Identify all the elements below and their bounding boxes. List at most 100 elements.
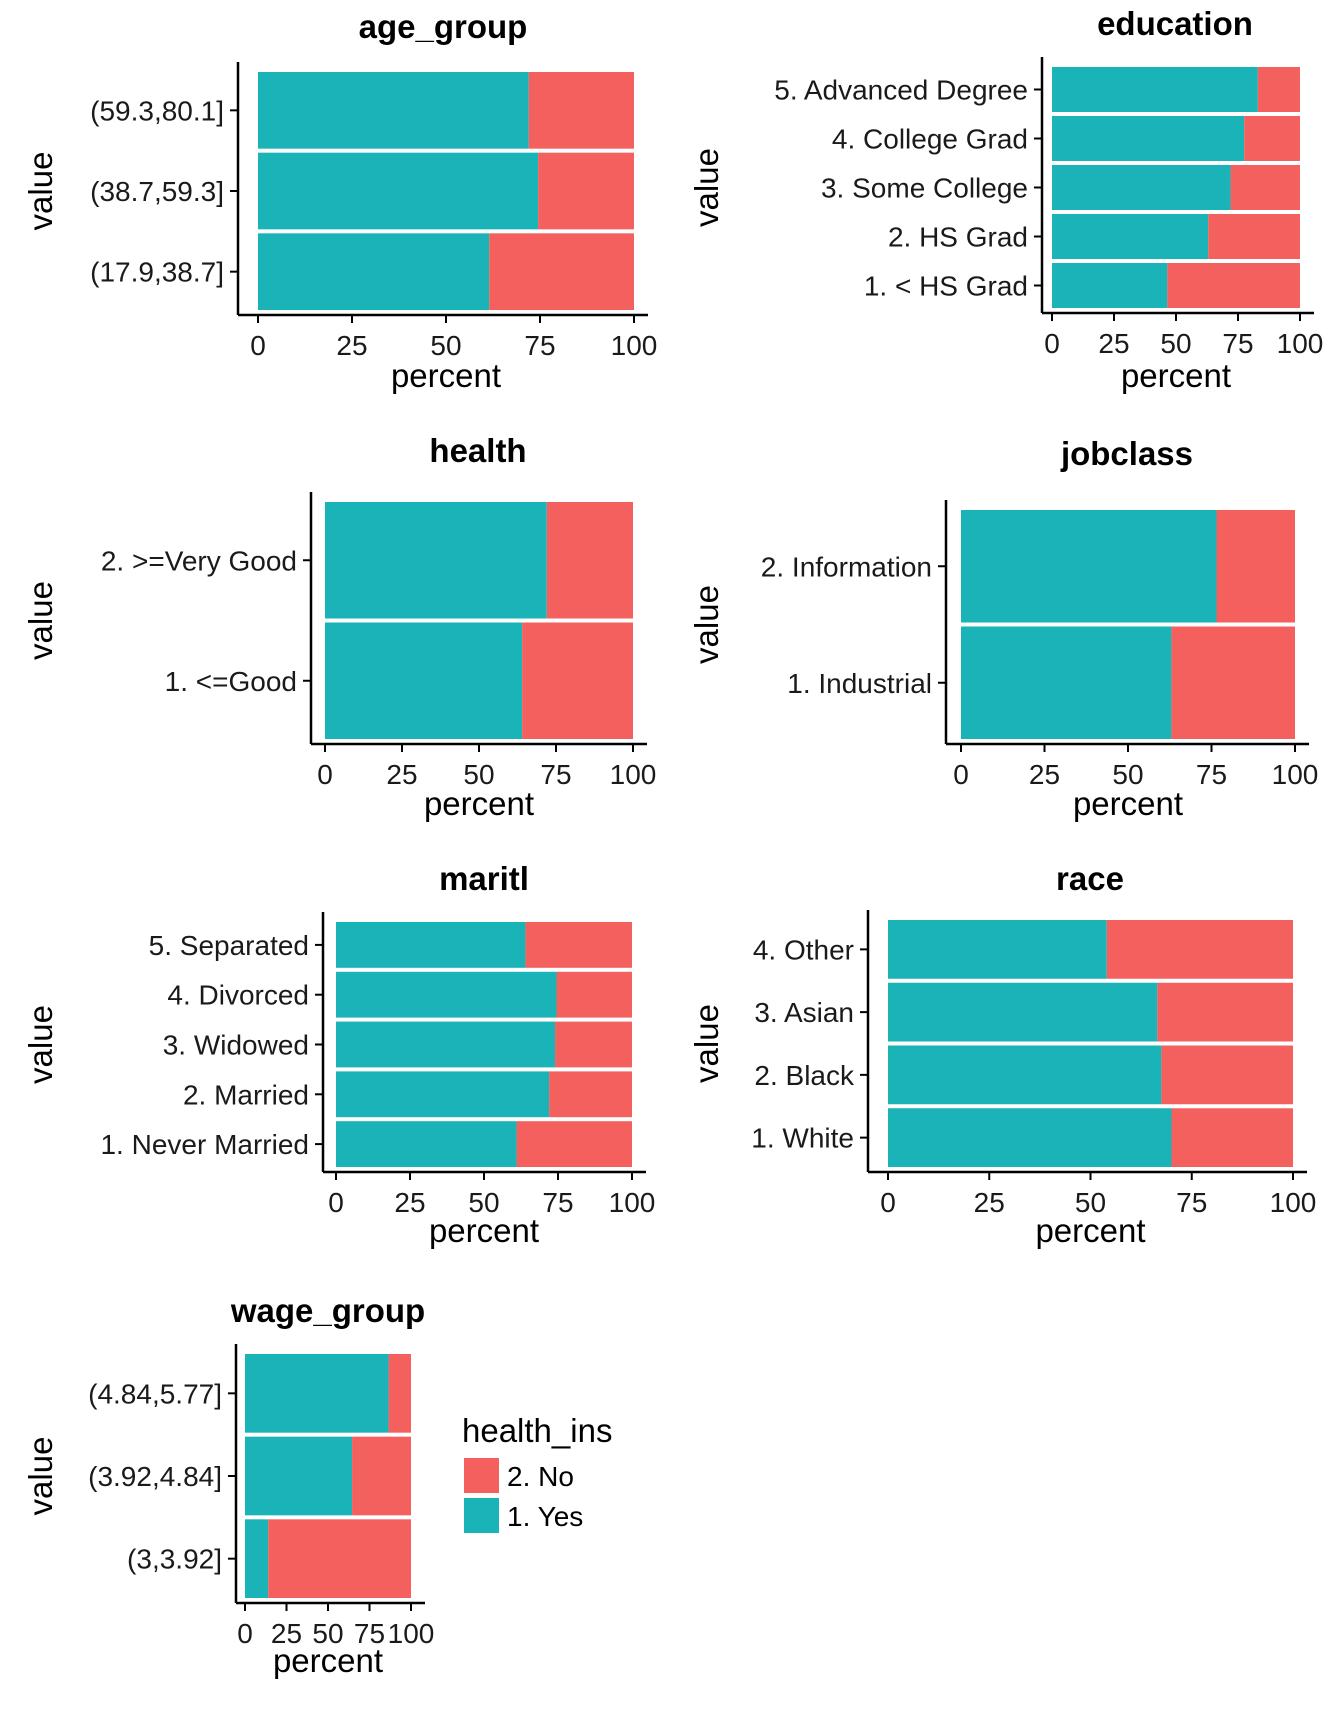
x-tick-label: 75 [1176,1187,1207,1218]
x-axis-title: percent [1121,357,1231,394]
legend-label-yes: 1. Yes [507,1501,583,1532]
bar-segment-no [1216,510,1295,623]
bar-segment-no [1244,116,1300,161]
bar-segment-yes [258,233,490,310]
y-tick-label: 4. Other [753,934,854,965]
bar-segment-no [1230,165,1300,210]
bar-segment-no [1106,920,1293,979]
bar-segment-no [556,971,632,1018]
y-tick-label: 3. Widowed [163,1030,309,1061]
bar-segment-no [549,1071,632,1118]
x-tick-label: 100 [1277,328,1324,359]
bar-segment-yes [336,922,526,968]
legend-title: health_ins [462,1412,612,1449]
x-tick-label: 75 [524,330,555,361]
x-tick-label: 100 [610,759,657,790]
bar-segment-yes [245,1436,353,1516]
x-tick-label: 75 [542,1187,573,1218]
x-tick-label: 0 [237,1618,253,1649]
bar-segment-yes [1052,214,1209,259]
bar-segment-no [268,1519,411,1598]
y-tick-label: 2. Black [754,1060,855,1091]
y-tick-label: (38.7,59.3] [90,176,224,207]
y-tick-label: 2. HS Grad [888,222,1028,253]
x-tick-label: 75 [540,759,571,790]
x-axis-title: percent [391,357,501,394]
x-tick-label: 25 [271,1618,302,1649]
x-tick-label: 50 [468,1187,499,1218]
bar-segment-yes [258,72,529,149]
x-tick-label: 0 [317,759,333,790]
y-tick-label: 4. College Grad [832,124,1028,155]
legend-label-no: 2. No [507,1461,574,1492]
bar-segment-no [388,1354,411,1433]
y-tick-label: 1. White [751,1123,854,1154]
y-axis-title: value [22,581,59,660]
x-tick-label: 0 [250,330,266,361]
panel-title: race [1056,860,1124,897]
x-tick-label: 50 [1160,328,1191,359]
x-axis-title: percent [1035,1212,1145,1249]
x-axis-title: percent [1073,785,1183,822]
x-tick-label: 25 [336,330,367,361]
bar-segment-no [1161,1045,1293,1105]
bar-segment-no [352,1436,411,1516]
bar-segment-yes [1052,165,1231,210]
x-tick-label: 25 [386,759,417,790]
y-tick-label: 2. >=Very Good [101,545,297,576]
panel-title: health [429,432,526,469]
bar-segment-yes [336,971,557,1018]
bar-segment-no [1257,67,1300,112]
bar-segment-yes [245,1519,269,1598]
x-tick-label: 0 [1044,328,1060,359]
x-axis-title: percent [429,1212,539,1249]
bar-segment-no [538,152,634,230]
bar-segment-no [489,233,634,310]
x-axis-title: percent [273,1642,383,1679]
bar-segment-yes [1052,67,1258,112]
y-tick-label: (3,3.92] [127,1544,222,1575]
x-tick-label: 100 [609,1187,656,1218]
x-tick-label: 0 [328,1187,344,1218]
bar-segment-yes [888,1045,1162,1105]
bar-segment-no [525,922,632,968]
bar-segment-no [1157,982,1293,1042]
y-tick-label: (59.3,80.1] [90,95,224,126]
y-tick-label: 5. Advanced Degree [774,75,1028,106]
x-tick-label: 50 [430,330,461,361]
x-tick-label: 0 [880,1187,896,1218]
bar-segment-yes [325,622,523,739]
bar-segment-no [516,1121,632,1167]
bar-segment-yes [336,1021,556,1068]
legend-swatch-no [464,1458,499,1493]
x-tick-label: 50 [463,759,494,790]
y-tick-label: 5. Separated [149,930,309,961]
x-tick-label: 75 [354,1618,385,1649]
bar-segment-no [1167,263,1300,308]
bar-segment-yes [888,1108,1172,1167]
y-tick-label: 1. Never Married [100,1129,309,1160]
x-tick-label: 100 [611,330,658,361]
bar-segment-yes [1052,116,1245,161]
y-tick-label: (4.84,5.77] [88,1378,222,1409]
bar-segment-no [528,72,634,149]
y-tick-label: 2. Married [183,1079,309,1110]
x-tick-label: 100 [388,1618,435,1649]
x-tick-label: 25 [1029,759,1060,790]
y-tick-label: 1. Industrial [787,668,932,699]
y-tick-label: 3. Some College [821,173,1028,204]
bar-segment-yes [258,152,539,230]
y-tick-label: 1. < HS Grad [864,271,1028,302]
bar-segment-yes [961,626,1172,739]
y-axis-title: value [688,585,725,664]
bar-segment-no [546,502,633,619]
panel-title: jobclass [1060,435,1193,472]
y-tick-label: 2. Information [761,551,932,582]
bar-segment-yes [245,1354,389,1433]
bar-segment-no [1171,626,1295,739]
bar-segment-no [1171,1108,1293,1167]
y-tick-label: 3. Asian [754,997,854,1028]
bar-segment-yes [888,920,1107,979]
bar-segment-yes [325,502,547,619]
